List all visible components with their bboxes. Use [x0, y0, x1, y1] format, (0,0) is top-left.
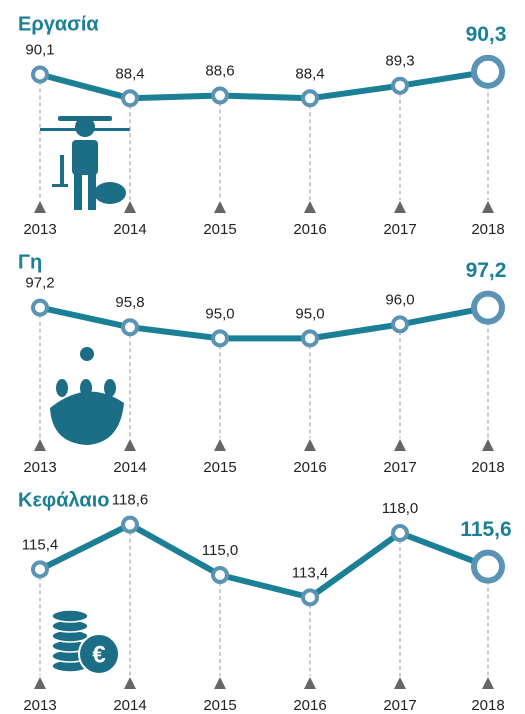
- value-label: 96,0: [385, 291, 414, 308]
- x-tick-label: 2017: [383, 221, 416, 238]
- tick-arrow: [214, 439, 226, 451]
- x-tick-label: 2017: [383, 459, 416, 476]
- icon-part: [78, 633, 120, 675]
- line: [39, 304, 489, 342]
- icon-part: [56, 379, 68, 397]
- point: [121, 515, 139, 534]
- tick-arrow: [394, 201, 406, 213]
- x-tick-label: 2018: [471, 697, 504, 714]
- x-tick-label: 2013: [23, 221, 56, 238]
- point: [31, 65, 49, 84]
- tick-arrow: [34, 201, 46, 213]
- value-label: 115,0: [202, 542, 238, 559]
- chart-title: Εργασία: [18, 13, 99, 35]
- value-label: 95,0: [205, 305, 234, 322]
- tick-arrow: [482, 677, 494, 689]
- x-tick-label: 2015: [203, 459, 236, 476]
- tick-arrow: [34, 439, 46, 451]
- value-label: 95,0: [295, 305, 324, 322]
- point: [121, 318, 139, 337]
- icon-part: [75, 117, 95, 137]
- point: [31, 560, 49, 579]
- x-tick-label: 2014: [113, 459, 146, 476]
- point: [211, 86, 229, 105]
- value-label: 90,1: [25, 41, 54, 58]
- tick-arrow: [124, 677, 136, 689]
- x-tick-label: 2015: [203, 221, 236, 238]
- value-label: 88,6: [205, 62, 234, 79]
- value-label: 97,2: [466, 259, 507, 282]
- point: [471, 549, 505, 584]
- tick-arrow: [482, 439, 494, 451]
- icon-part: [80, 347, 94, 361]
- tick-arrow: [124, 201, 136, 213]
- value-label: 95,8: [115, 294, 144, 311]
- value-label: 115,4: [22, 536, 58, 553]
- tick-arrow: [304, 201, 316, 213]
- chart-title: Γη: [18, 251, 42, 273]
- x-tick-label: 2014: [113, 697, 146, 714]
- icon-part: [80, 379, 92, 397]
- x-tick-label: 2013: [23, 459, 56, 476]
- tick-arrow: [304, 677, 316, 689]
- point: [301, 329, 319, 348]
- icon-part: [104, 379, 116, 397]
- value-label: 88,4: [295, 65, 324, 82]
- value-label: 89,3: [385, 53, 414, 70]
- tick-arrow: [214, 201, 226, 213]
- tick-arrow: [214, 677, 226, 689]
- x-tick-label: 2018: [471, 459, 504, 476]
- x-tick-label: 2016: [293, 697, 326, 714]
- icon-part: €: [92, 641, 105, 668]
- point: [211, 566, 229, 584]
- icon-part: [58, 116, 112, 121]
- point: [391, 315, 409, 334]
- x-tick-label: 2016: [293, 221, 326, 238]
- tick-arrow: [304, 439, 316, 451]
- value-label: 118,0: [382, 500, 418, 517]
- x-tick-label: 2016: [293, 459, 326, 476]
- line: [39, 68, 489, 102]
- value-label: 90,3: [466, 23, 507, 46]
- icon-part: [88, 172, 96, 210]
- point: [471, 290, 505, 325]
- icon-part: [72, 140, 98, 175]
- icon-part: [40, 128, 130, 131]
- tick-arrow: [34, 677, 46, 689]
- icon-part: [94, 182, 126, 204]
- value-label: 88,4: [115, 65, 144, 82]
- point: [471, 54, 505, 89]
- x-tick-label: 2018: [471, 221, 504, 238]
- chart-title: Κεφάλαιο: [18, 489, 109, 511]
- point: [121, 89, 139, 108]
- icon-part: [50, 391, 124, 445]
- point: [391, 76, 409, 95]
- x-tick-label: 2014: [113, 221, 146, 238]
- icon: [50, 347, 124, 445]
- point: [391, 524, 409, 542]
- point: [211, 329, 229, 348]
- icon-part: [74, 172, 82, 210]
- value-label: 97,2: [25, 275, 54, 292]
- x-tick-label: 2013: [23, 697, 56, 714]
- x-tick-label: 2015: [203, 697, 236, 714]
- icon-part: [51, 609, 89, 623]
- tick-arrow: [124, 439, 136, 451]
- icon-part: [60, 155, 64, 185]
- value-label: 113,4: [292, 564, 328, 581]
- tick-arrow: [394, 439, 406, 451]
- point: [301, 588, 319, 607]
- tick-arrow: [394, 677, 406, 689]
- point: [31, 298, 49, 317]
- tick-arrow: [482, 201, 494, 213]
- line: [38, 521, 490, 601]
- icon-part: [52, 184, 68, 187]
- value-label: 118,6: [112, 492, 148, 509]
- x-tick-label: 2017: [383, 697, 416, 714]
- point: [301, 89, 319, 108]
- value-label: 115,6: [460, 518, 511, 541]
- icon: €: [51, 609, 120, 675]
- icon: [40, 116, 130, 210]
